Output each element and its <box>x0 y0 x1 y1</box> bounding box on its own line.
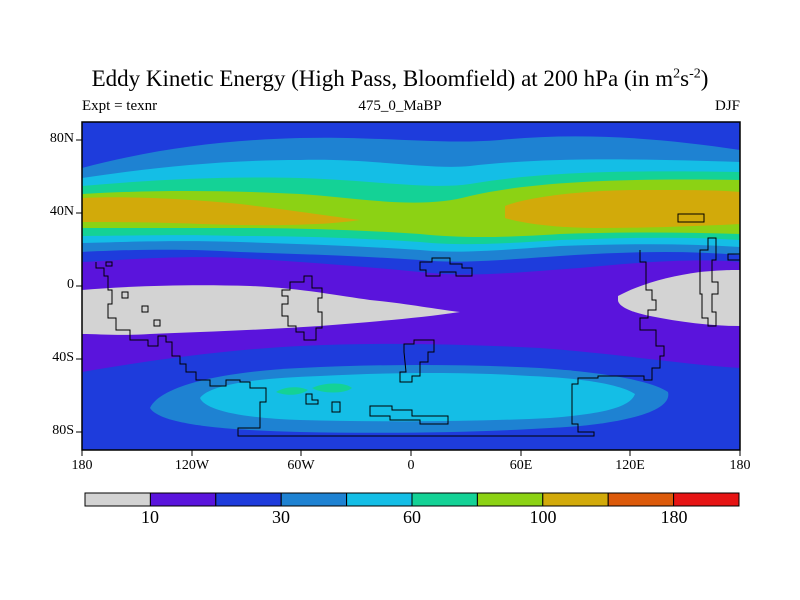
ytick-label-80s: 80S <box>52 423 74 438</box>
colorbar-box <box>673 492 740 507</box>
coastline-maritime <box>399 339 435 383</box>
coastline-island-7 <box>677 213 705 223</box>
coastlines <box>95 213 740 437</box>
colorbar <box>84 492 740 507</box>
colorbar-box <box>542 492 609 507</box>
nh-jet-pacific <box>505 190 740 228</box>
ytick-label-40n: 40N <box>49 204 74 219</box>
equatorial-low-americas <box>82 285 460 335</box>
xtick-label-180w: 180 <box>71 458 93 473</box>
xtick-label-120w: 120W <box>174 458 210 473</box>
colorbar-label-180: 180 <box>660 507 688 527</box>
colorbar-box <box>607 492 675 507</box>
sh-max-teal-2 <box>312 383 352 393</box>
coastline-island-6 <box>331 401 341 413</box>
colorbar-box <box>84 492 151 507</box>
coastline-south-america <box>95 262 211 382</box>
colorbar-label-60: 60 <box>403 507 421 527</box>
coastline-island-5 <box>305 393 319 405</box>
coastline-island-3 <box>153 319 161 327</box>
sh-max-teal-1 <box>276 387 308 395</box>
xtick-label-0: 0 <box>407 458 415 473</box>
xtick-label-60w: 60W <box>287 458 315 473</box>
colorbar-label-100: 100 <box>529 507 557 527</box>
coastline-island-1 <box>121 291 129 299</box>
ytick-label-80n: 80N <box>49 131 74 146</box>
colorbar-box <box>280 492 348 507</box>
coastline-island-2 <box>141 305 149 313</box>
colorbar-box <box>411 492 478 507</box>
sh-band-cyan <box>200 373 635 422</box>
coastline-australia <box>209 250 665 437</box>
colorbar-box <box>215 492 282 507</box>
xtick-label-180e: 180 <box>729 458 751 473</box>
colorbar-box <box>149 492 217 507</box>
axis-ticks <box>76 139 741 456</box>
coastline-asia <box>419 257 473 277</box>
coastline-island-4 <box>105 261 113 267</box>
season-label: DJF <box>714 98 740 114</box>
colorbar-label-10: 10 <box>141 507 159 527</box>
contour-field <box>82 122 740 450</box>
colorbar-label-30: 30 <box>272 507 290 527</box>
coastline-newzealand <box>699 237 719 327</box>
coastline-antarctic-shelf <box>369 405 449 425</box>
ytick-label-0: 0 <box>67 277 74 292</box>
map-title: Eddy Kinetic Energy (High Pass, Bloomfie… <box>91 66 709 91</box>
ytick-label-40s: 40S <box>52 350 74 365</box>
coastline-island-8 <box>727 253 740 261</box>
experiment-label: Expt = texnr <box>82 98 158 114</box>
colorbar-box <box>476 492 544 507</box>
xtick-label-60e: 60E <box>509 458 533 473</box>
xtick-label-120e: 120E <box>615 458 645 473</box>
coastline-africa <box>281 275 323 341</box>
run-label: 475_0_MaBP <box>358 98 442 114</box>
colorbar-box <box>346 492 413 507</box>
nh-jet-atlantic <box>82 197 360 226</box>
